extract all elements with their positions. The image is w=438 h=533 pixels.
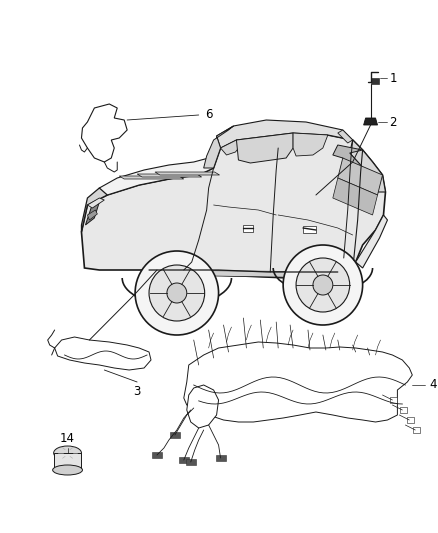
Polygon shape [81,133,385,278]
Polygon shape [413,427,420,433]
Circle shape [313,275,333,295]
Text: 3: 3 [134,385,141,398]
Polygon shape [149,270,338,278]
Circle shape [167,283,187,303]
Polygon shape [81,104,127,162]
Polygon shape [407,417,414,423]
Polygon shape [364,118,378,125]
Polygon shape [237,133,293,163]
Polygon shape [350,140,385,192]
Polygon shape [137,174,201,177]
Text: 6: 6 [205,109,212,122]
Polygon shape [204,126,233,168]
Polygon shape [371,78,378,84]
Text: 2: 2 [389,116,397,128]
Polygon shape [152,452,162,458]
Circle shape [149,265,205,321]
Polygon shape [53,453,81,470]
Polygon shape [333,145,378,195]
Polygon shape [216,120,353,148]
Polygon shape [338,130,353,143]
Polygon shape [170,432,180,438]
Polygon shape [55,337,151,370]
Polygon shape [303,226,316,233]
Circle shape [135,251,219,335]
Polygon shape [244,225,253,232]
Polygon shape [333,178,378,215]
Circle shape [283,245,363,325]
Polygon shape [179,457,189,463]
Circle shape [296,258,350,312]
Text: 4: 4 [429,378,437,392]
Polygon shape [400,407,407,413]
Polygon shape [155,172,219,175]
Polygon shape [338,158,382,195]
Polygon shape [221,140,244,155]
Polygon shape [85,202,99,225]
Polygon shape [293,133,328,156]
Polygon shape [184,342,412,422]
Text: 1: 1 [389,71,397,85]
Text: 14: 14 [60,432,75,445]
Polygon shape [88,210,97,220]
Ellipse shape [53,465,82,475]
Polygon shape [88,198,104,208]
Polygon shape [187,385,219,428]
Polygon shape [356,215,388,268]
Polygon shape [119,176,184,179]
Polygon shape [390,397,397,403]
Polygon shape [186,459,196,465]
Polygon shape [94,158,214,198]
Polygon shape [81,188,107,232]
Polygon shape [215,455,226,461]
Ellipse shape [53,446,81,460]
